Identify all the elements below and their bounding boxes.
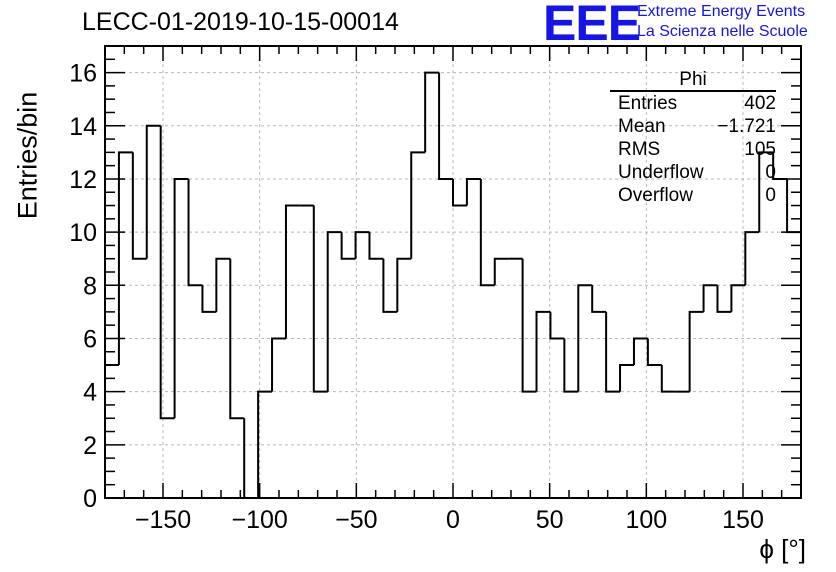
histogram-bin bbox=[702, 284, 718, 312]
chart-title: LECC-01-2019-10-15-00014 bbox=[82, 8, 399, 36]
histogram-bin bbox=[716, 285, 732, 313]
histogram-bin bbox=[549, 311, 565, 340]
histogram-bin bbox=[452, 178, 467, 207]
axis-tick-labels: −150 −100 −50 0 50 100 150 0 2 4 6 8 10 12 14 16 bbox=[69, 60, 764, 534]
histogram-bin bbox=[577, 284, 593, 392]
y-tick-label: 2 bbox=[83, 432, 97, 460]
stats-row-entries: Entries 402 bbox=[610, 92, 776, 115]
histogram-bin bbox=[368, 232, 384, 260]
histogram-bin bbox=[201, 285, 217, 313]
stats-row-overflow: Overflow 0 bbox=[610, 184, 776, 207]
stats-label: RMS bbox=[618, 139, 661, 160]
histogram-bin bbox=[243, 418, 259, 499]
histogram-bin bbox=[563, 338, 579, 393]
logo-subtitle-line2: La Scienza nelle Scuole bbox=[637, 23, 808, 40]
histogram-bin bbox=[326, 231, 342, 392]
x-tick-label: 150 bbox=[722, 506, 764, 534]
y-tick-label: 14 bbox=[69, 113, 97, 141]
histogram-bin bbox=[605, 311, 621, 393]
stats-row-underflow: Underflow 0 bbox=[610, 161, 776, 184]
histogram-bin bbox=[312, 205, 328, 393]
stats-label: Entries bbox=[618, 93, 678, 114]
histogram-bin bbox=[187, 178, 203, 287]
histogram-bin bbox=[479, 178, 495, 287]
y-tick-label: 8 bbox=[83, 272, 97, 300]
x-axis-label: ϕ [°] bbox=[759, 534, 806, 564]
stats-value: 402 bbox=[744, 93, 776, 114]
y-axis-label: Entries/bin bbox=[12, 91, 43, 220]
y-tick-label: 12 bbox=[69, 166, 97, 194]
x-tick-label: 100 bbox=[625, 506, 667, 534]
histogram-bin bbox=[438, 72, 453, 180]
eee-logo: EEE bbox=[543, 0, 641, 51]
histogram-bin bbox=[646, 338, 662, 367]
histogram-bin bbox=[465, 177, 481, 206]
stats-row-rms: RMS 105 bbox=[610, 138, 776, 161]
histogram-bin bbox=[271, 337, 286, 392]
histogram-bin bbox=[257, 390, 273, 498]
histogram-bin bbox=[284, 204, 300, 339]
histogram-bin bbox=[131, 152, 147, 260]
stats-value: 0 bbox=[765, 162, 776, 183]
y-tick-label: 0 bbox=[83, 485, 97, 513]
histogram-bin bbox=[117, 151, 133, 366]
histogram-bin bbox=[535, 310, 551, 392]
histogram-bin bbox=[758, 151, 774, 233]
y-tick-label: 6 bbox=[83, 325, 97, 353]
logo-subtitle-line1: Extreme Energy Events bbox=[637, 3, 806, 20]
stats-value: −1.721 bbox=[717, 116, 776, 137]
histogram-bin bbox=[619, 364, 634, 392]
histogram-bin bbox=[424, 71, 440, 153]
histogram-bin bbox=[660, 365, 676, 393]
histogram-bin bbox=[145, 124, 161, 259]
y-tick-label: 16 bbox=[69, 60, 97, 88]
stats-value: 105 bbox=[744, 139, 776, 160]
y-tick-label: 4 bbox=[83, 379, 97, 407]
histogram-bin bbox=[410, 151, 426, 259]
histogram-bin bbox=[493, 257, 509, 286]
histogram-bin bbox=[340, 232, 356, 260]
histogram-bin bbox=[730, 284, 746, 312]
histogram-bin bbox=[229, 258, 245, 420]
stats-title: Phi bbox=[610, 70, 776, 92]
stats-value: 0 bbox=[765, 185, 776, 206]
histogram-bin bbox=[591, 285, 607, 313]
stats-label: Overflow bbox=[618, 185, 693, 206]
x-tick-label: −50 bbox=[335, 506, 377, 534]
y-tick-label: 10 bbox=[69, 219, 97, 247]
histogram-bins bbox=[104, 71, 802, 499]
x-tick-label: 0 bbox=[446, 506, 460, 534]
histogram-bin bbox=[354, 231, 370, 259]
histogram-bin bbox=[159, 125, 175, 420]
histogram-bin bbox=[396, 257, 412, 312]
stats-box: Phi Entries 402 Mean −1.721 RMS 105 Unde… bbox=[610, 70, 776, 207]
x-tick-label: −100 bbox=[232, 506, 288, 534]
x-tick-label: 50 bbox=[536, 506, 564, 534]
axis-ticks bbox=[104, 45, 802, 499]
x-tick-label: −150 bbox=[135, 506, 191, 534]
stats-label: Mean bbox=[618, 116, 666, 137]
histogram-bin bbox=[521, 258, 537, 393]
histogram-bin bbox=[632, 337, 648, 366]
histogram-bin bbox=[688, 310, 704, 392]
stats-label: Underflow bbox=[618, 162, 704, 183]
histogram-bin bbox=[382, 258, 398, 313]
histogram-bin bbox=[215, 257, 231, 312]
histogram-bin bbox=[173, 177, 189, 419]
histogram-bin bbox=[744, 231, 760, 286]
stats-row-mean: Mean −1.721 bbox=[610, 115, 776, 138]
